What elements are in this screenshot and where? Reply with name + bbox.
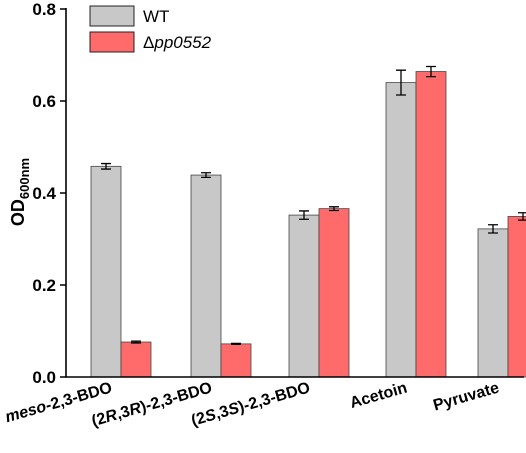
y-tick-label: 0.4	[32, 184, 56, 203]
bars	[90, 65, 526, 378]
bar-wt	[90, 165, 122, 378]
error-bar	[396, 69, 406, 96]
y-tick-label: 0.2	[32, 276, 56, 295]
x-axis-labels: meso-2,3-BDO(2R,3R)-2,3-BDO(2S,3S)-2,3-B…	[3, 379, 501, 430]
bar-wt	[477, 228, 509, 378]
error-bar	[231, 342, 241, 345]
y-tick-label: 0.8	[32, 0, 56, 19]
legend-swatch-wt	[89, 5, 135, 27]
legend-swatch-dpp0552	[89, 31, 135, 53]
bar-dpp0552	[507, 216, 526, 378]
error-bar	[426, 65, 436, 78]
y-axis-title: OD600nm	[8, 158, 32, 226]
error-bar	[201, 172, 211, 179]
bar-dpp0552	[220, 343, 252, 378]
error-bar	[518, 212, 526, 221]
y-axis-ticks: 0.0 0.2 0.4 0.6 0.8	[32, 0, 66, 387]
legend-label-wt: WT	[143, 7, 169, 26]
legend-label-dpp0552: Δpp0552	[143, 33, 212, 52]
y-tick-label: 0.0	[32, 368, 56, 387]
bar-wt	[385, 82, 417, 378]
legend: WT Δpp0552	[89, 5, 212, 53]
bar-wt	[190, 174, 222, 378]
bar-dpp0552	[415, 71, 447, 378]
error-bar	[131, 340, 141, 344]
bar-wt	[288, 214, 320, 378]
error-bar	[329, 206, 339, 212]
error-bar	[101, 162, 111, 170]
x-category-label: Pyruvate	[431, 379, 501, 414]
bar-dpp0552	[318, 208, 350, 378]
x-category-label: Acetoin	[348, 380, 409, 413]
error-bar	[488, 224, 498, 234]
bar-dpp0552	[120, 341, 152, 378]
error-bar	[299, 210, 309, 220]
y-tick-label: 0.6	[32, 92, 56, 111]
